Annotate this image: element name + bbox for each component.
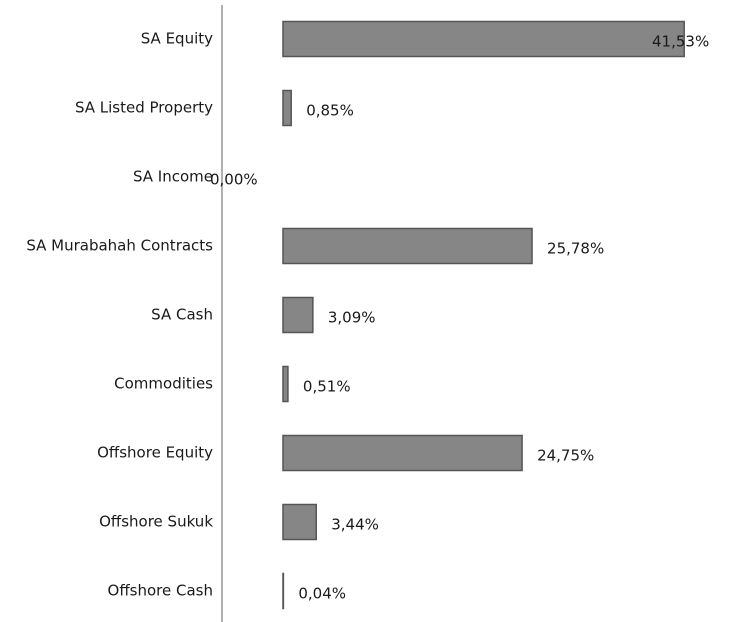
value-label: 3,09% xyxy=(328,309,376,327)
category-label: SA Cash xyxy=(151,306,213,324)
bar xyxy=(282,296,314,334)
bar xyxy=(282,503,317,541)
value-label: 0,85% xyxy=(306,102,354,120)
category-label: SA Murabahah Contracts xyxy=(26,237,213,255)
bar xyxy=(282,434,523,472)
bar xyxy=(282,365,289,403)
value-label: 41,53% xyxy=(652,33,709,51)
category-label: Offshore Cash xyxy=(108,582,213,600)
category-label: SA Equity xyxy=(141,30,213,48)
value-label: 25,78% xyxy=(547,240,604,258)
value-label: 0,51% xyxy=(303,378,351,396)
value-label: 24,75% xyxy=(537,447,594,465)
category-label: SA Income xyxy=(133,168,213,186)
category-label: Offshore Equity xyxy=(97,444,213,462)
bar xyxy=(282,20,685,58)
category-label: Commodities xyxy=(114,375,213,393)
category-label: Offshore Sukuk xyxy=(99,513,213,531)
value-label: 0,04% xyxy=(298,585,346,603)
bar xyxy=(282,89,292,127)
value-label: 3,44% xyxy=(331,516,379,534)
bar xyxy=(282,227,533,265)
category-label: SA Listed Property xyxy=(75,99,213,117)
value-label: 0,00% xyxy=(210,171,258,189)
